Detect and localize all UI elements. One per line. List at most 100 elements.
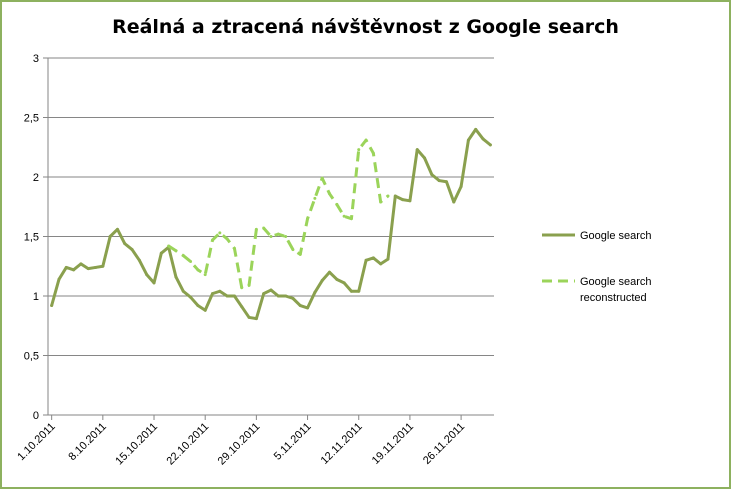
y-tick-label: 0,5 [24, 351, 39, 363]
data-point [276, 294, 280, 298]
data-point [379, 262, 383, 266]
data-point [64, 265, 68, 269]
data-point [386, 257, 390, 261]
data-point [320, 279, 324, 283]
data-point [108, 235, 112, 238]
data-point [269, 288, 273, 292]
data-point [94, 265, 98, 269]
series-group [50, 127, 492, 321]
data-point [481, 137, 485, 141]
data-point [269, 235, 273, 238]
data-point [327, 270, 331, 274]
data-point [181, 289, 185, 293]
data-point [379, 200, 383, 204]
data-point [167, 244, 171, 248]
data-point [335, 277, 339, 281]
data-point [247, 283, 251, 287]
data-point [218, 289, 222, 293]
data-point [86, 267, 90, 271]
data-point [101, 264, 105, 268]
data-point [225, 294, 229, 298]
data-point [386, 194, 390, 198]
chart-title: Reálná a ztracená návštěvnost z Google s… [112, 16, 619, 38]
data-point [196, 304, 200, 308]
data-point [57, 277, 61, 281]
y-tick-label: 2,5 [24, 113, 39, 125]
data-point [474, 127, 478, 131]
data-point [189, 295, 193, 299]
data-point [298, 304, 302, 308]
data-point [423, 156, 427, 160]
x-tick-label: 29.10.2011 [216, 421, 263, 468]
data-point [240, 286, 244, 290]
x-tick-label: 8.10.2011 [66, 421, 109, 464]
data-point [50, 304, 54, 308]
data-point [357, 148, 361, 152]
data-point [335, 202, 339, 206]
data-point [401, 198, 405, 202]
data-point [364, 138, 368, 142]
data-point [466, 138, 470, 142]
data-point [284, 294, 288, 298]
data-point [349, 289, 353, 293]
data-point [364, 258, 368, 262]
x-tick-label: 26.11.2011 [421, 421, 467, 467]
data-point [254, 227, 258, 231]
x-tick-label: 1.10.2011 [15, 421, 58, 464]
data-point [342, 281, 346, 285]
data-point [174, 275, 178, 279]
x-tick-label: 22.10.2011 [164, 421, 211, 468]
data-point [357, 289, 361, 293]
data-point [225, 237, 229, 241]
data-point [342, 214, 346, 218]
data-point [291, 248, 295, 252]
data-point [437, 179, 441, 183]
x-tick-label: 12.11.2011 [319, 421, 365, 467]
data-point [130, 248, 134, 252]
legend-label: Google search reconstructed [580, 276, 652, 304]
data-point [284, 235, 288, 238]
data-point [262, 226, 266, 230]
data-point [327, 192, 331, 196]
y-tick-labels: 0 0,5 1 1,5 2 2,5 3 [24, 53, 39, 422]
legend-label: Google search [580, 230, 652, 242]
data-point [203, 308, 207, 312]
data-point [306, 306, 310, 310]
data-point [276, 232, 280, 236]
data-point [349, 217, 353, 221]
data-point [488, 143, 492, 147]
legend: Google search Google search reconstructed [542, 230, 652, 304]
data-point [444, 180, 448, 184]
data-point [313, 290, 317, 294]
data-point [291, 296, 295, 300]
data-point [181, 254, 185, 258]
x-tick-label: 19.11.2011 [370, 421, 416, 467]
data-point [247, 315, 251, 319]
data-point [393, 194, 397, 198]
data-point [232, 294, 236, 298]
y-tick-label: 1 [33, 291, 39, 303]
data-point [137, 258, 141, 262]
data-point [79, 262, 83, 266]
data-point [152, 281, 156, 285]
data-point [159, 251, 163, 255]
data-point [211, 238, 215, 242]
data-point [371, 256, 375, 260]
data-point [320, 176, 324, 180]
data-point [232, 246, 236, 250]
data-point [115, 227, 119, 231]
data-point [306, 217, 310, 221]
data-point [430, 173, 434, 177]
y-tick-label: 0 [33, 410, 39, 422]
data-point [196, 268, 200, 272]
data-point [123, 242, 127, 246]
data-point [262, 292, 266, 296]
data-point [313, 196, 317, 200]
x-tick-labels: 1.10.2011 8.10.2011 15.10.2011 22.10.2011 29… [15, 421, 467, 468]
x-tick-label: 15.10.2011 [113, 421, 160, 468]
data-point [72, 268, 76, 272]
data-point [145, 273, 149, 277]
data-point [452, 200, 456, 204]
data-point [203, 273, 207, 277]
